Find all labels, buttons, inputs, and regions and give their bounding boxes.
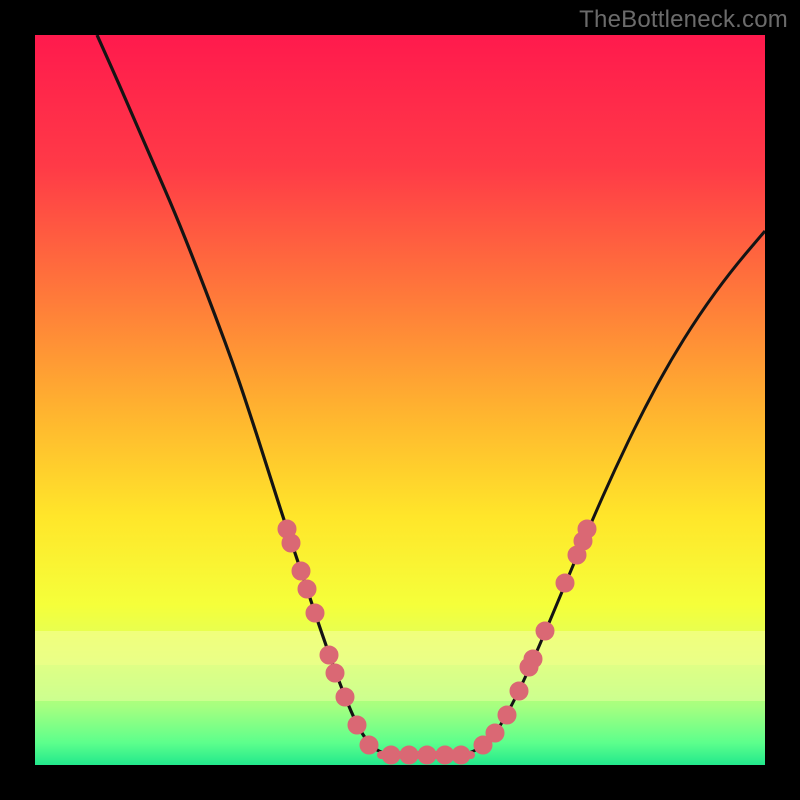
data-point [536,622,554,640]
frame-right [765,0,800,800]
data-point [486,724,504,742]
frame-left [0,0,35,800]
data-point [306,604,324,622]
data-point [292,562,310,580]
watermark-text: TheBottleneck.com [579,6,788,34]
data-point [510,682,528,700]
plot-area [35,35,765,765]
frame-bottom [0,765,800,800]
data-point [298,580,316,598]
data-point [360,736,378,754]
data-point [556,574,574,592]
data-point [336,688,354,706]
data-point [382,746,400,764]
data-point [418,746,436,764]
data-point [524,650,542,668]
data-point [436,746,454,764]
data-point [578,520,596,538]
data-point [498,706,516,724]
data-point [348,716,366,734]
data-point [452,746,470,764]
data-point [282,534,300,552]
data-point [320,646,338,664]
horizontal-bands [35,631,765,701]
plot-svg [35,35,765,765]
data-point [326,664,344,682]
data-point [400,746,418,764]
